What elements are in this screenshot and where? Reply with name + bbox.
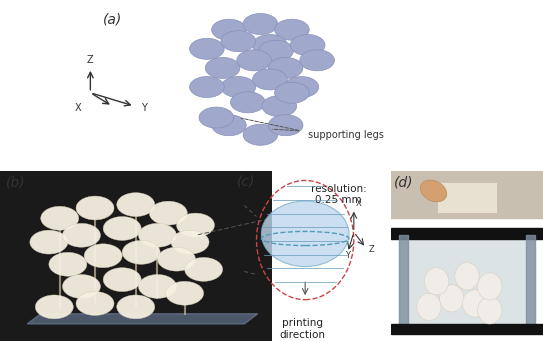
Circle shape — [463, 290, 487, 317]
Circle shape — [149, 201, 187, 225]
Circle shape — [268, 57, 303, 78]
Circle shape — [275, 19, 310, 40]
Text: printing
direction: printing direction — [279, 318, 325, 340]
Circle shape — [62, 275, 100, 298]
Circle shape — [262, 95, 296, 117]
Circle shape — [190, 76, 224, 98]
Text: (b): (b) — [5, 176, 25, 190]
Circle shape — [76, 196, 114, 220]
Circle shape — [49, 252, 87, 276]
Circle shape — [212, 115, 247, 136]
Circle shape — [221, 76, 256, 98]
Circle shape — [478, 273, 502, 300]
Circle shape — [166, 281, 204, 305]
Bar — [391, 228, 543, 239]
Circle shape — [185, 257, 223, 281]
Circle shape — [221, 31, 256, 52]
Text: X: X — [74, 103, 81, 113]
Circle shape — [230, 92, 265, 113]
Bar — [399, 235, 408, 327]
Bar — [391, 170, 543, 218]
Circle shape — [76, 292, 114, 315]
Circle shape — [440, 285, 464, 312]
Circle shape — [157, 247, 195, 271]
Circle shape — [30, 230, 68, 254]
Ellipse shape — [261, 201, 349, 267]
Circle shape — [252, 34, 287, 56]
Circle shape — [117, 295, 155, 319]
Text: resolution:
0.25 mm: resolution: 0.25 mm — [311, 183, 367, 205]
Circle shape — [275, 82, 310, 103]
Circle shape — [291, 34, 325, 56]
Circle shape — [284, 76, 319, 98]
Circle shape — [41, 206, 79, 230]
Circle shape — [138, 223, 176, 247]
Bar — [399, 235, 535, 327]
Circle shape — [425, 268, 449, 295]
Circle shape — [243, 124, 277, 145]
Text: X: X — [355, 199, 361, 208]
Circle shape — [176, 213, 214, 237]
Circle shape — [84, 244, 122, 268]
Circle shape — [103, 217, 141, 240]
Text: (d): (d) — [394, 176, 414, 190]
Circle shape — [237, 50, 272, 71]
Text: (a): (a) — [103, 13, 122, 27]
Circle shape — [62, 223, 100, 247]
Text: (c): (c) — [237, 174, 255, 188]
Text: Y: Y — [141, 103, 147, 113]
Circle shape — [35, 295, 73, 319]
Text: supporting legs: supporting legs — [308, 130, 383, 140]
Text: Z: Z — [87, 55, 94, 65]
Circle shape — [138, 275, 176, 298]
Ellipse shape — [420, 180, 447, 202]
Circle shape — [190, 38, 224, 59]
Circle shape — [268, 115, 303, 136]
Text: Y: Y — [345, 251, 350, 260]
Circle shape — [199, 107, 233, 128]
Polygon shape — [27, 314, 258, 324]
Circle shape — [103, 268, 141, 292]
Circle shape — [300, 50, 334, 71]
Bar — [526, 235, 535, 327]
Circle shape — [259, 40, 294, 61]
Bar — [437, 182, 497, 213]
Circle shape — [455, 263, 479, 290]
Circle shape — [171, 230, 209, 254]
Circle shape — [478, 297, 502, 324]
Circle shape — [417, 293, 441, 321]
Circle shape — [243, 14, 277, 34]
Circle shape — [212, 19, 247, 40]
Bar — [391, 324, 543, 334]
Circle shape — [117, 193, 155, 217]
Circle shape — [122, 240, 160, 264]
Text: Z: Z — [369, 245, 375, 254]
Circle shape — [205, 57, 240, 78]
Circle shape — [252, 69, 287, 90]
